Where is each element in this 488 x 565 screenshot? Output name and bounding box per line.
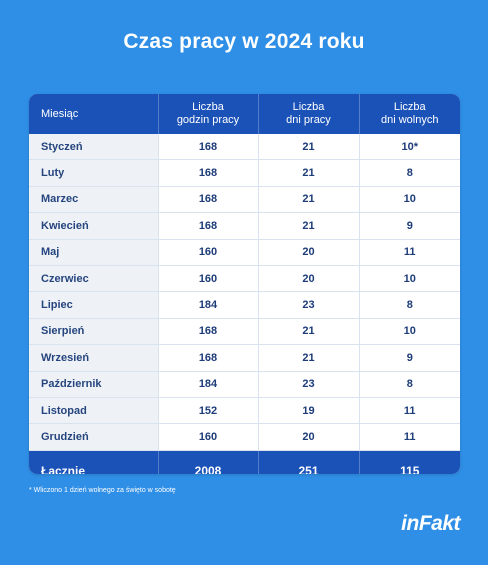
workdays-cell: 21 [258, 344, 360, 372]
workdays-cell: 23 [258, 371, 360, 398]
daysoff-cell: 11 [359, 239, 460, 266]
hours-cell: 184 [158, 371, 259, 398]
table-row: Październik 184 23 8 [29, 371, 460, 398]
table-row: Styczeń 168 21 10* [29, 134, 460, 161]
month-cell: Listopad [29, 397, 159, 425]
table-row: Listopad 152 19 11 [29, 397, 460, 425]
workdays-cell: 21 [258, 134, 360, 161]
month-cell: Styczeń [29, 134, 159, 161]
daysoff-cell: 10* [359, 134, 460, 161]
total-workdays: 251 [258, 450, 360, 474]
total-label: Łącznie [29, 450, 159, 474]
table-row: Czerwiec 160 20 10 [29, 265, 460, 293]
header-month: Miesiąc [29, 94, 159, 134]
month-cell: Luty [29, 159, 159, 187]
table-row: Lipiec 184 23 8 [29, 291, 460, 319]
daysoff-cell: 11 [359, 397, 460, 425]
hours-cell: 160 [158, 239, 259, 266]
hours-cell: 168 [158, 212, 259, 240]
workdays-cell: 19 [258, 397, 360, 425]
work-time-table: Miesiąc Liczba godzin pracy Liczba dni pra… [29, 94, 460, 474]
month-cell: Wrzesień [29, 344, 159, 372]
table-row: Grudzień 160 20 11 [29, 423, 460, 451]
workdays-cell: 21 [258, 318, 360, 346]
daysoff-cell: 10 [359, 186, 460, 214]
hours-cell: 168 [158, 159, 259, 187]
table-row: Wrzesień 168 21 9 [29, 344, 460, 372]
hours-cell: 160 [158, 423, 259, 451]
month-cell: Październik [29, 371, 159, 398]
total-hours: 2008 [158, 450, 259, 474]
daysoff-cell: 9 [359, 212, 460, 240]
hours-cell: 168 [158, 318, 259, 346]
workdays-cell: 20 [258, 265, 360, 293]
infakt-logo: inFakt [401, 512, 460, 535]
workdays-cell: 20 [258, 239, 360, 266]
hours-cell: 160 [158, 265, 259, 293]
table-row: Sierpień 168 21 10 [29, 318, 460, 346]
workdays-cell: 20 [258, 423, 360, 451]
daysoff-cell: 10 [359, 265, 460, 293]
month-cell: Marzec [29, 186, 159, 214]
month-cell: Kwiecień [29, 212, 159, 240]
month-cell: Grudzień [29, 423, 159, 451]
workdays-cell: 21 [258, 159, 360, 187]
workdays-cell: 21 [258, 212, 360, 240]
table-header-row: Miesiąc Liczba godzin pracy Liczba dni pra… [29, 94, 460, 134]
daysoff-cell: 9 [359, 344, 460, 372]
page-title: Czas pracy w 2024 roku [123, 30, 365, 53]
footnote: * Wliczono 1 dzień wolnego za święto w s… [29, 487, 176, 494]
hours-cell: 168 [158, 134, 259, 161]
hours-cell: 152 [158, 397, 259, 425]
workdays-cell: 23 [258, 291, 360, 319]
daysoff-cell: 8 [359, 371, 460, 398]
hours-cell: 184 [158, 291, 259, 319]
header-hours: Liczba godzin pracy [158, 94, 259, 134]
table-row: Marzec 168 21 10 [29, 186, 460, 214]
table-row: Maj 160 20 11 [29, 239, 460, 266]
daysoff-cell: 8 [359, 291, 460, 319]
hours-cell: 168 [158, 344, 259, 372]
daysoff-cell: 10 [359, 318, 460, 346]
header-workdays: Liczba dni pracy [258, 94, 360, 134]
daysoff-cell: 8 [359, 159, 460, 187]
daysoff-cell: 11 [359, 423, 460, 451]
total-daysoff: 115 [359, 450, 460, 474]
total-row: Łącznie 2008 251 115 [29, 450, 460, 474]
table-row: Luty 168 21 8 [29, 159, 460, 187]
month-cell: Sierpień [29, 318, 159, 346]
month-cell: Czerwiec [29, 265, 159, 293]
hours-cell: 168 [158, 186, 259, 214]
header-daysoff: Liczba dni wolnych [359, 94, 460, 134]
month-cell: Lipiec [29, 291, 159, 319]
table-row: Kwiecień 168 21 9 [29, 212, 460, 240]
workdays-cell: 21 [258, 186, 360, 214]
month-cell: Maj [29, 239, 159, 266]
